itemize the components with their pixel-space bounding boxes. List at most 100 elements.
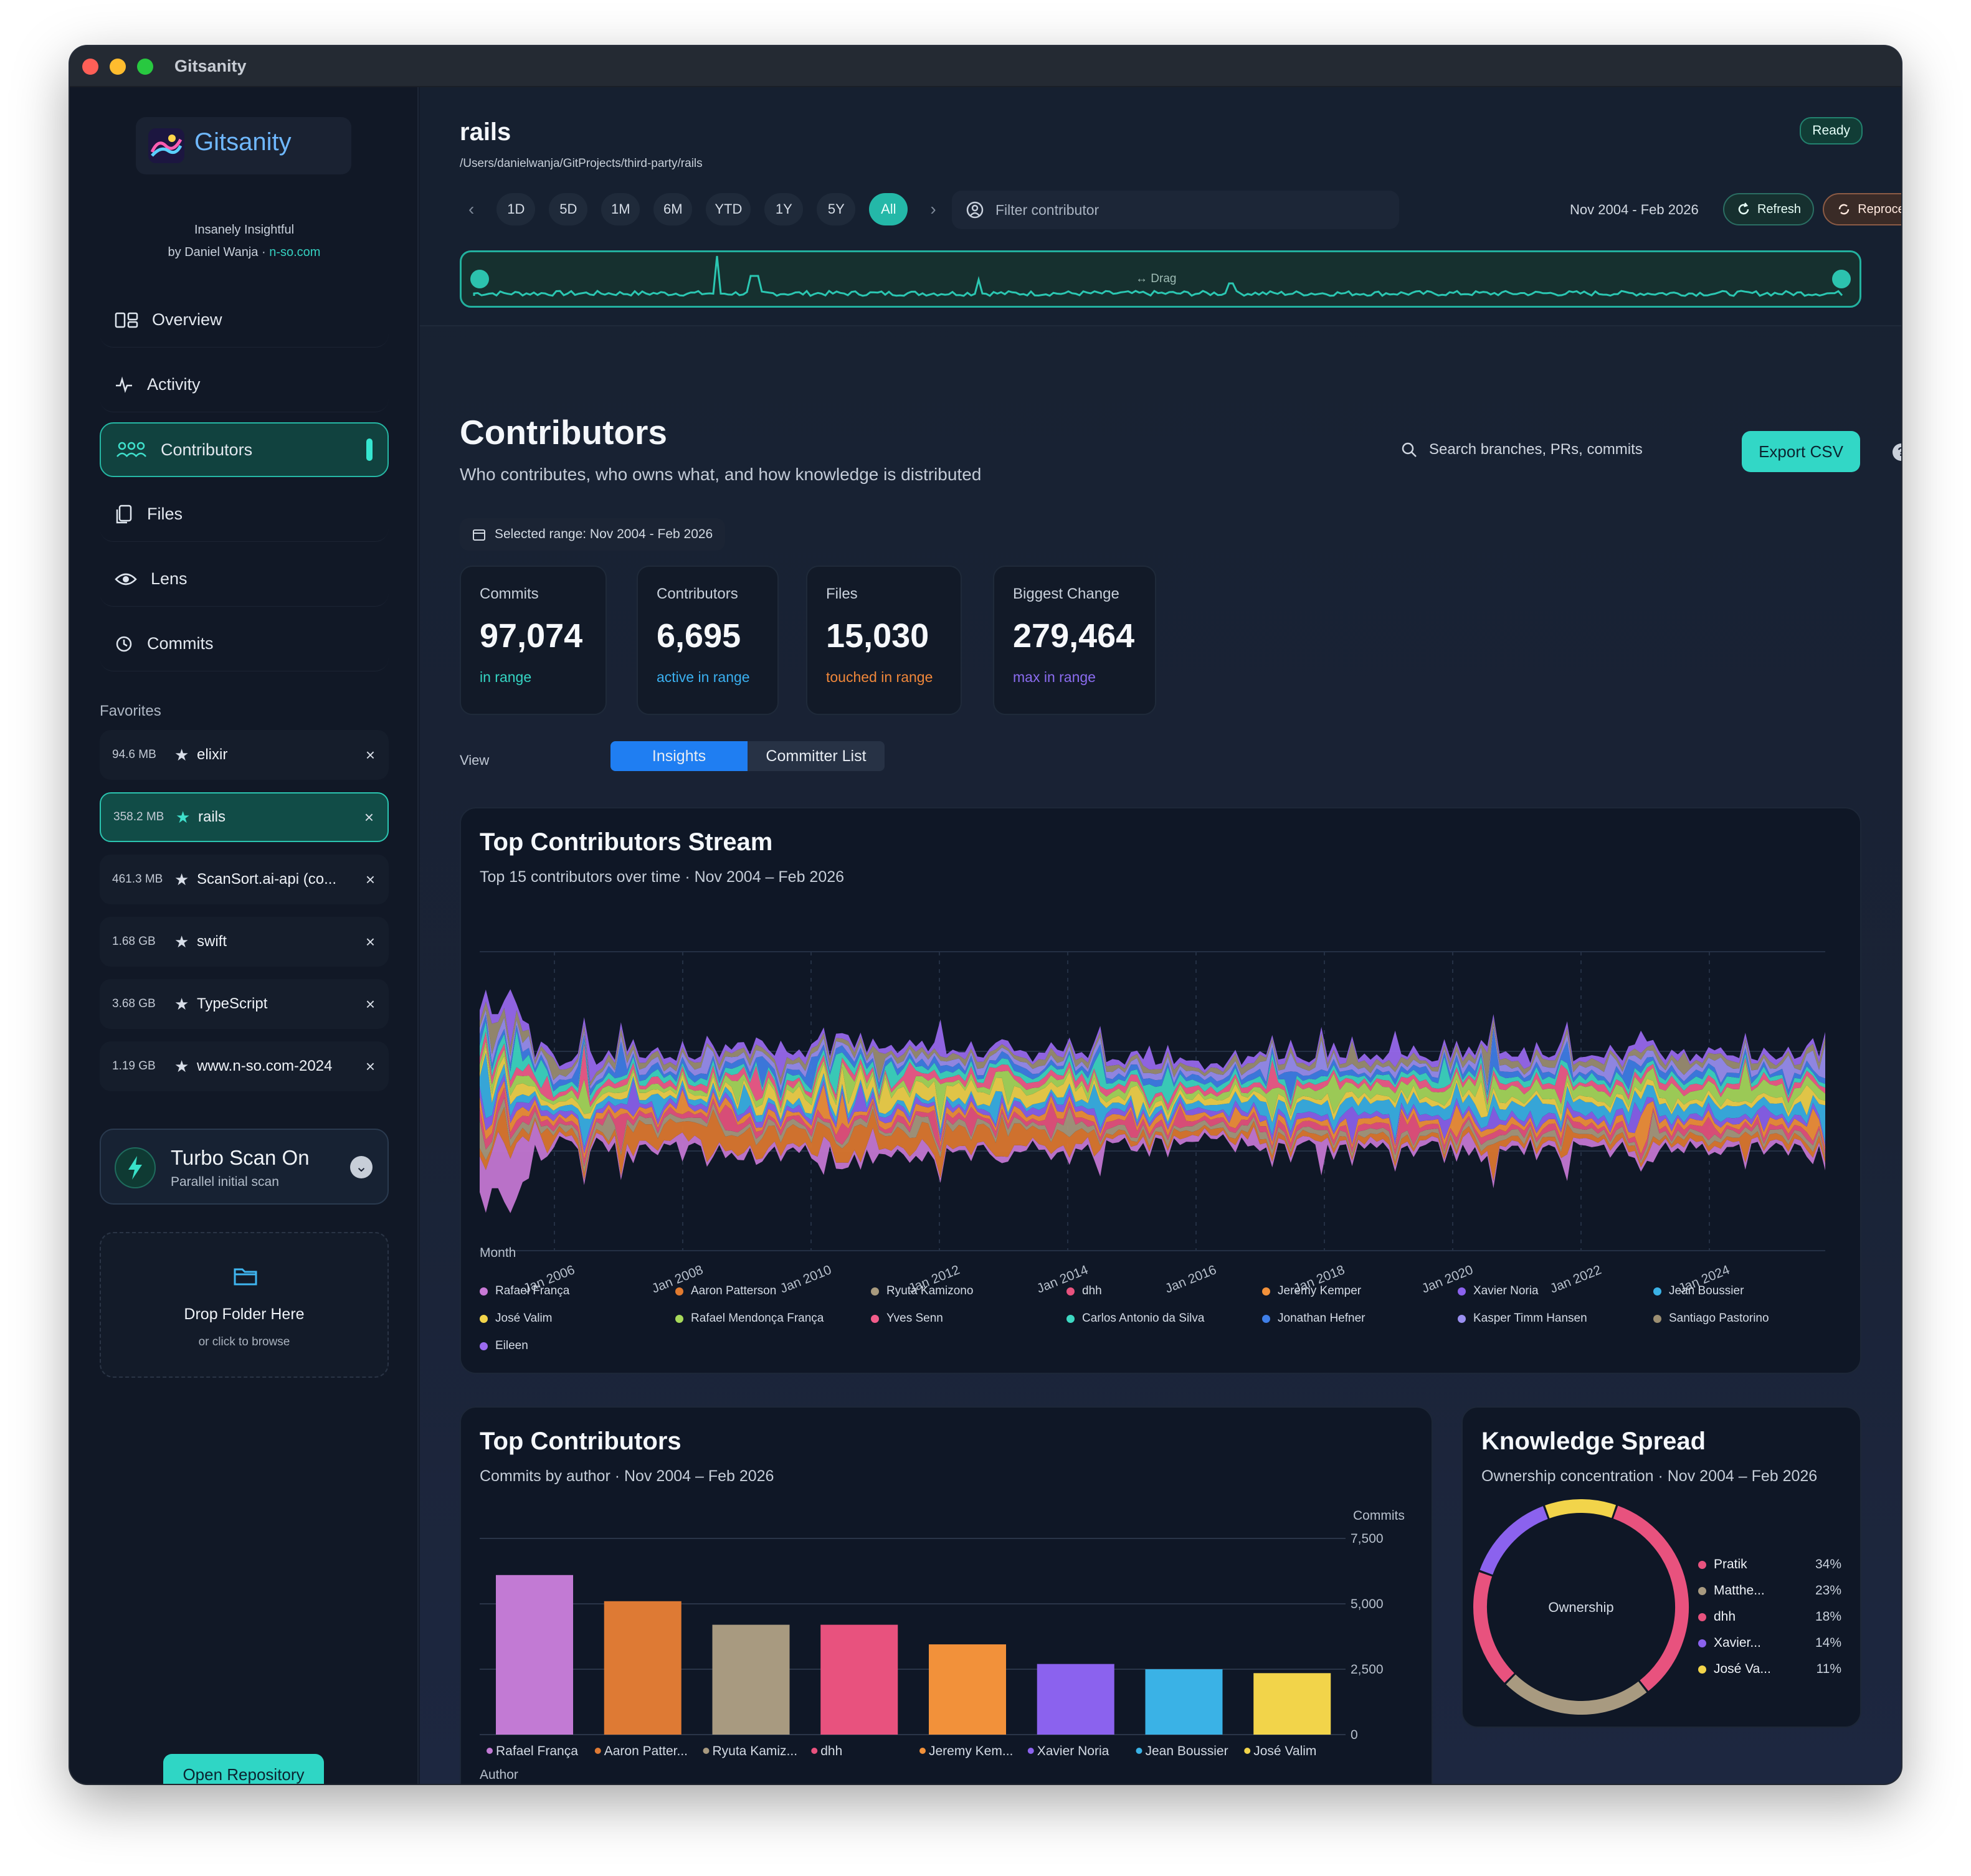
bar[interactable] <box>1145 1669 1223 1735</box>
nav-activity[interactable]: Activity <box>100 358 389 412</box>
legend-item[interactable]: Rafael Mendonça França <box>675 1312 824 1325</box>
stream-layer[interactable] <box>480 1001 1825 1086</box>
stream-layer[interactable] <box>480 989 1825 1082</box>
favorite-item[interactable]: 461.3 MB ★ ScanSort.ai-api (co... × <box>100 855 389 904</box>
drop-zone[interactable]: Drop Folder Here or click to browse <box>100 1232 389 1378</box>
stream-layer[interactable] <box>480 1087 1825 1167</box>
legend-item[interactable]: Yves Senn <box>871 1312 943 1325</box>
donut-legend-item[interactable]: dhh 18% <box>1698 1609 1841 1624</box>
donut-slice[interactable] <box>1479 1506 1548 1575</box>
minimize-window-button[interactable] <box>110 59 126 75</box>
star-icon[interactable]: ★ <box>174 994 189 1013</box>
chevron-left-icon[interactable]: ‹ <box>468 199 475 219</box>
help-icon[interactable]: ? <box>1893 443 1901 461</box>
period-all[interactable]: All <box>869 193 908 225</box>
global-search[interactable]: Search branches, PRs, commits <box>1400 441 1643 458</box>
donut-legend-item[interactable]: José Va... 11% <box>1698 1662 1841 1677</box>
donut-slice[interactable] <box>1473 1571 1514 1683</box>
period-1y[interactable]: 1Y <box>764 193 804 225</box>
donut-slice[interactable] <box>1545 1499 1617 1518</box>
nav-overview[interactable]: Overview <box>100 293 389 348</box>
remove-favorite-icon[interactable]: × <box>364 807 374 827</box>
turbo-scan-panel[interactable]: Turbo Scan On Parallel initial scan ⌄ <box>100 1129 389 1205</box>
legend-item[interactable]: dhh <box>1066 1284 1102 1298</box>
donut-legend-item[interactable]: Xavier... 14% <box>1698 1636 1841 1651</box>
legend-item[interactable]: Jean Boussier <box>1653 1284 1744 1298</box>
stream-layer[interactable] <box>480 1014 1825 1101</box>
favorite-item[interactable]: 1.68 GB ★ swift × <box>100 917 389 967</box>
tab-insights[interactable]: Insights <box>610 741 748 771</box>
close-window-button[interactable] <box>82 59 98 75</box>
timeline-brush[interactable]: ↔ Drag <box>460 250 1861 308</box>
star-icon[interactable]: ★ <box>174 932 189 951</box>
open-repository-button[interactable]: Open Repository <box>163 1754 324 1784</box>
legend-item[interactable]: Carlos Antonio da Silva <box>1066 1312 1204 1325</box>
period-5d[interactable]: 5D <box>549 193 588 225</box>
bar[interactable] <box>496 1575 573 1735</box>
legend-item[interactable]: Santiago Pastorino <box>1653 1312 1769 1325</box>
period-1d[interactable]: 1D <box>496 193 536 225</box>
stream-layer[interactable] <box>480 1097 1825 1173</box>
remove-favorite-icon[interactable]: × <box>365 1056 375 1076</box>
reprocess-button[interactable]: Reprocess <box>1823 193 1901 225</box>
stat-card-commits: Commits 97,074 in range <box>460 566 607 715</box>
legend-item[interactable]: Jeremy Kemper <box>1262 1284 1361 1298</box>
filter-contributor-input[interactable]: Filter contributor <box>952 191 1399 229</box>
stream-layer[interactable] <box>480 1021 1825 1106</box>
period-6m[interactable]: 6M <box>653 193 693 225</box>
stream-layer[interactable] <box>480 1041 1825 1121</box>
refresh-button[interactable]: Refresh <box>1723 193 1814 225</box>
bar[interactable] <box>712 1624 790 1735</box>
stream-layer[interactable] <box>480 1046 1825 1130</box>
zoom-window-button[interactable] <box>137 59 153 75</box>
favorite-item[interactable]: 3.68 GB ★ TypeScript × <box>100 979 389 1029</box>
legend-item[interactable]: José Valim <box>480 1312 553 1325</box>
star-icon[interactable]: ★ <box>174 745 189 764</box>
legend-item[interactable]: Jonathan Hefner <box>1262 1312 1365 1325</box>
tab-committer-list[interactable]: Committer List <box>766 747 867 765</box>
favorite-name: TypeScript <box>197 995 268 1012</box>
tagline: Insanely Insightful <box>194 223 295 237</box>
stream-layer[interactable] <box>480 1053 1825 1148</box>
export-csv-button[interactable]: Export CSV <box>1742 431 1860 472</box>
favorite-item-active[interactable]: 358.2 MB ★ rails × <box>100 792 389 842</box>
nav-lens[interactable]: Lens <box>100 552 389 607</box>
star-icon[interactable]: ★ <box>176 807 191 827</box>
chevron-right-icon[interactable]: › <box>930 199 936 219</box>
nav-commits[interactable]: Commits <box>100 617 389 671</box>
bar[interactable] <box>820 1624 898 1735</box>
remove-favorite-icon[interactable]: × <box>365 745 375 764</box>
legend-item[interactable]: Xavier Noria <box>1458 1284 1539 1298</box>
bar[interactable] <box>604 1601 682 1735</box>
chevron-down-icon[interactable]: ⌄ <box>350 1156 373 1178</box>
bar[interactable] <box>929 1644 1006 1735</box>
stream-layer[interactable] <box>480 1009 1825 1092</box>
range-end-handle[interactable] <box>1832 270 1851 288</box>
legend-item[interactable]: Kasper Timm Hansen <box>1458 1312 1587 1325</box>
legend-item[interactable]: Rafael França <box>480 1284 569 1298</box>
legend-item[interactable]: Eileen <box>480 1339 528 1353</box>
favorite-item[interactable]: 94.6 MB ★ elixir × <box>100 730 389 780</box>
remove-favorite-icon[interactable]: × <box>365 869 375 889</box>
remove-favorite-icon[interactable]: × <box>365 932 375 951</box>
star-icon[interactable]: ★ <box>174 869 189 889</box>
nav-contributors[interactable]: Contributors <box>100 422 389 477</box>
remove-favorite-icon[interactable]: × <box>365 994 375 1013</box>
author-link[interactable]: n-so.com <box>269 245 321 259</box>
donut-legend-item[interactable]: Matthe... 23% <box>1698 1583 1841 1598</box>
range-start-handle[interactable] <box>470 270 489 288</box>
stream-layer[interactable] <box>480 1107 1825 1182</box>
legend-item[interactable]: Aaron Patterson <box>675 1284 776 1298</box>
legend-item[interactable]: Ryuta Kamizono <box>871 1284 973 1298</box>
star-icon[interactable]: ★ <box>174 1056 189 1076</box>
donut-slice[interactable] <box>1613 1505 1689 1692</box>
nav-files[interactable]: Files <box>100 487 389 542</box>
period-5y[interactable]: 5Y <box>817 193 856 225</box>
bar[interactable] <box>1037 1664 1114 1735</box>
period-1m[interactable]: 1M <box>601 193 640 225</box>
favorite-item[interactable]: 1.19 GB ★ www.n-so.com-2024 × <box>100 1041 389 1091</box>
donut-slice[interactable] <box>1506 1674 1647 1715</box>
period-ytd[interactable]: YTD <box>706 193 751 225</box>
donut-legend-item[interactable]: Pratik 34% <box>1698 1557 1841 1572</box>
bar[interactable] <box>1253 1673 1331 1735</box>
